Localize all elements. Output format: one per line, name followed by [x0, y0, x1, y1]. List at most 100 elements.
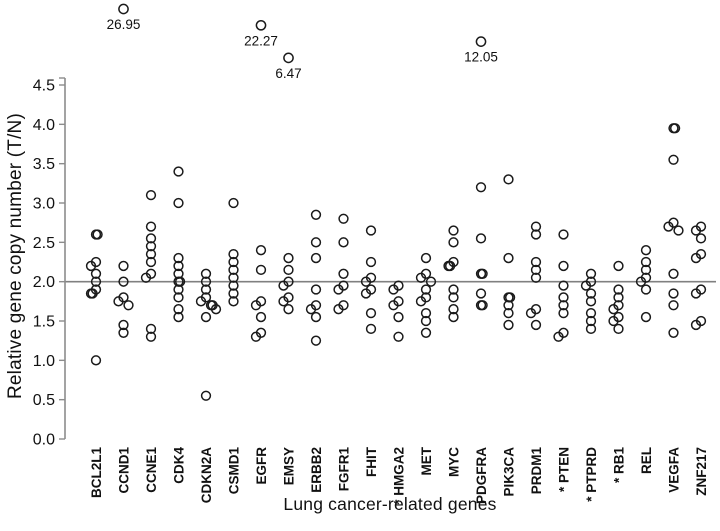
- data-point: [200, 390, 212, 401]
- y-axis-title: Relative gene copy number (T/N): [5, 112, 26, 400]
- data-point: [250, 300, 262, 311]
- data-point: [118, 260, 129, 272]
- data-point: [585, 307, 597, 319]
- gene-label: REL: [639, 447, 654, 474]
- data-point: [338, 237, 349, 248]
- data-point: [283, 264, 294, 276]
- data-point: [118, 319, 129, 331]
- data-point: [503, 252, 514, 264]
- data-point: [530, 229, 542, 240]
- data-point: [477, 300, 488, 311]
- data-point: [145, 331, 157, 342]
- data-point: [145, 189, 157, 201]
- data-point: [613, 284, 624, 295]
- gene-label: CSMD1: [227, 447, 242, 495]
- data-point: [503, 307, 514, 319]
- data-point: [200, 276, 212, 287]
- data-point: [663, 221, 674, 232]
- data-point: [228, 296, 239, 307]
- gene-label: * PTEN: [557, 447, 572, 492]
- gene-label: FHIT: [364, 446, 379, 477]
- data-point: [200, 268, 212, 279]
- data-point: [338, 213, 349, 224]
- data-point: [415, 272, 427, 283]
- data-point: [145, 241, 157, 252]
- data-point: [580, 280, 592, 291]
- data-point: [444, 260, 456, 272]
- data-point: [92, 229, 103, 240]
- data-point: [173, 292, 184, 303]
- data-point: [360, 288, 372, 299]
- data-point: [173, 197, 184, 209]
- outlier-label: 12.05: [464, 50, 498, 65]
- data-point: [558, 280, 569, 291]
- data-point: [558, 292, 569, 303]
- data-point: [640, 311, 652, 323]
- data-point: [668, 154, 679, 165]
- data-point: [448, 311, 459, 323]
- data-point: [310, 209, 322, 220]
- data-point: [530, 272, 542, 283]
- data-point: [250, 331, 262, 342]
- gene-label: CDKN2A: [199, 447, 214, 504]
- data-point: [690, 319, 702, 331]
- data-point: [90, 268, 102, 279]
- data-point: [118, 327, 129, 338]
- data-point: [530, 221, 542, 232]
- gene-label: BCL2L1: [89, 447, 104, 498]
- gene-label: MET: [419, 446, 434, 475]
- y-tick-label: 4.0: [33, 117, 55, 134]
- data-point: [173, 252, 184, 264]
- data-point: [145, 221, 157, 232]
- y-tick-label: 0.0: [33, 432, 55, 449]
- data-point: [448, 237, 459, 248]
- outlier-point: [283, 52, 294, 64]
- data-point: [608, 304, 619, 315]
- data-point: [448, 292, 459, 303]
- gene-label: CCNE1: [144, 447, 159, 493]
- data-point: [585, 296, 597, 307]
- data-point: [365, 323, 377, 335]
- data-point: [669, 123, 681, 134]
- data-point: [365, 307, 377, 319]
- data-point: [200, 311, 212, 323]
- gene-label: PIK3CA: [502, 447, 517, 497]
- data-point: [173, 304, 184, 315]
- data-point: [553, 331, 564, 342]
- data-point: [668, 300, 679, 311]
- data-point: [613, 323, 624, 335]
- gene-label: PRDM1: [529, 447, 544, 495]
- data-point: [425, 276, 437, 287]
- gene-label: * RB1: [612, 447, 627, 484]
- data-point: [530, 256, 542, 268]
- data-point: [640, 256, 652, 268]
- data-point: [420, 327, 432, 338]
- y-tick-label: 4.5: [33, 78, 55, 95]
- data-point: [668, 288, 679, 299]
- data-point: [668, 268, 679, 279]
- data-point: [283, 304, 294, 315]
- data-point: [448, 284, 459, 295]
- data-point: [635, 276, 647, 287]
- data-point: [640, 284, 652, 295]
- data-point: [333, 304, 344, 315]
- data-point: [310, 237, 322, 248]
- data-point: [305, 304, 317, 315]
- y-tick-label: 1.5: [33, 314, 55, 331]
- data-point: [585, 315, 597, 327]
- gene-label: EGFR: [254, 447, 269, 485]
- y-tick-label: 0.5: [33, 392, 55, 409]
- data-point: [228, 272, 239, 283]
- data-point: [640, 264, 652, 276]
- data-point: [420, 307, 432, 319]
- data-point: [388, 300, 399, 311]
- data-point: [477, 268, 488, 279]
- data-point: [195, 296, 207, 307]
- data-point: [668, 327, 679, 338]
- data-point: [503, 174, 514, 185]
- data-point: [228, 256, 239, 268]
- data-point: [420, 284, 432, 295]
- data-point: [310, 284, 322, 295]
- data-point: [393, 331, 404, 342]
